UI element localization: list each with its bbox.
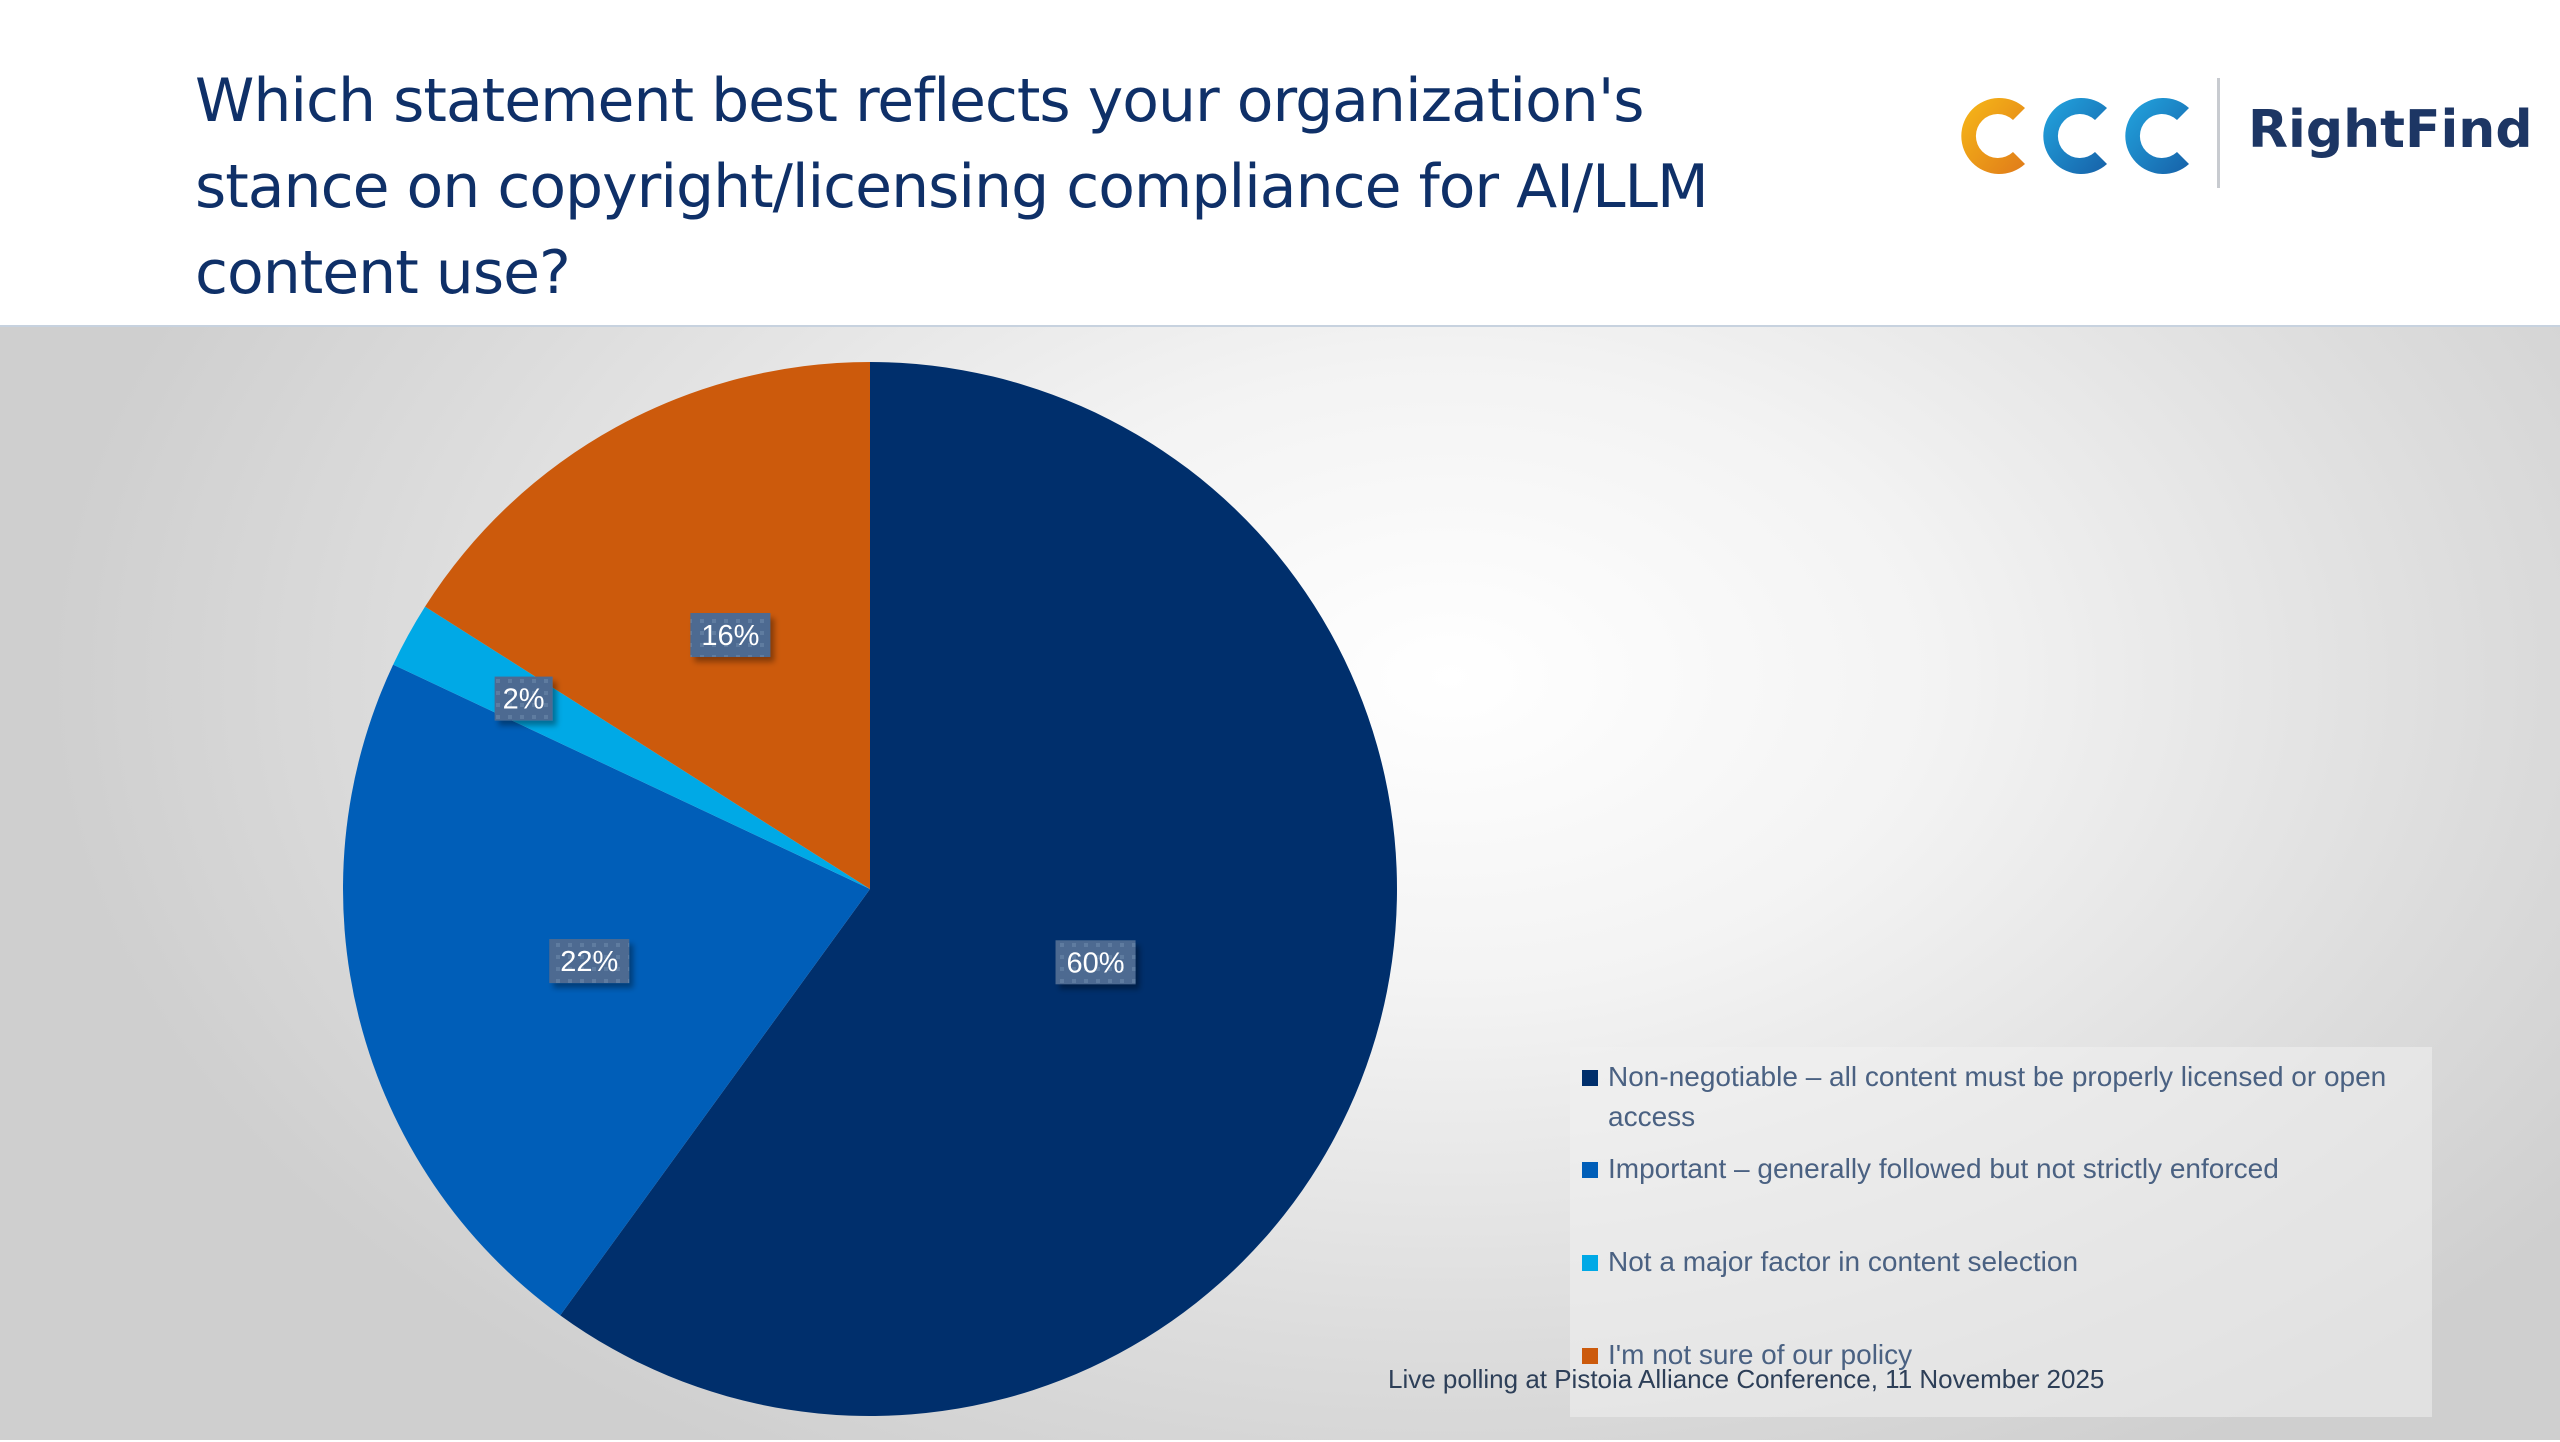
legend-swatch [1582, 1070, 1598, 1086]
ccc-logo-icon [1961, 98, 2189, 174]
legend-item: Non-negotiable – all content must be pro… [1582, 1057, 2428, 1137]
legend-label: I'm not sure of our policy [1608, 1339, 1913, 1370]
legend-label: Important – generally followed but not s… [1608, 1153, 2279, 1184]
pie-chart: 60% 22% 2% 16% [343, 362, 1398, 1416]
logo-divider [2217, 78, 2220, 188]
data-label: 2% [494, 676, 553, 721]
page-title: Which statement best reflects your organ… [195, 66, 1709, 308]
legend: Non-negotiable – all content must be pro… [1570, 1047, 2432, 1417]
legend-item: I'm not sure of our policy [1582, 1335, 2428, 1375]
data-label-text: 60% [1067, 947, 1125, 979]
logo-text: RightFind [2248, 100, 2533, 160]
data-label-box [690, 613, 771, 658]
data-label-box [494, 676, 553, 721]
footer-note: Live polling at Pistoia Alliance Confere… [1388, 1364, 2105, 1394]
legend-label: Not a major factor in content selection [1608, 1246, 2079, 1277]
data-label-text: 2% [503, 684, 545, 716]
data-label-box [549, 939, 630, 984]
legend-swatch [1582, 1348, 1598, 1364]
legend-swatch [1582, 1255, 1598, 1271]
data-label: 60% [1055, 940, 1136, 985]
legend-item: Important – generally followed but not s… [1582, 1149, 2428, 1189]
legend-label: Non-negotiable – all content must be pro… [1608, 1061, 2387, 1132]
ccc-rightfind-logo: RightFind [1955, 78, 2533, 193]
chart-area: 60% 22% 2% 16% Non-negotiable – all content… [0, 325, 2560, 1440]
pie-slice [560, 362, 1398, 1416]
data-label-text: 22% [560, 946, 618, 978]
legend-item: Not a major factor in content selection [1582, 1242, 2428, 1282]
pie-slice [343, 664, 870, 1316]
pie-slice [425, 362, 870, 889]
legend-swatch [1582, 1162, 1598, 1178]
data-label-text: 16% [701, 620, 759, 652]
header: Which statement best reflects your organ… [0, 0, 2560, 325]
data-label: 16% [690, 613, 771, 658]
data-label-box [1055, 940, 1136, 985]
data-label: 22% [549, 939, 630, 984]
